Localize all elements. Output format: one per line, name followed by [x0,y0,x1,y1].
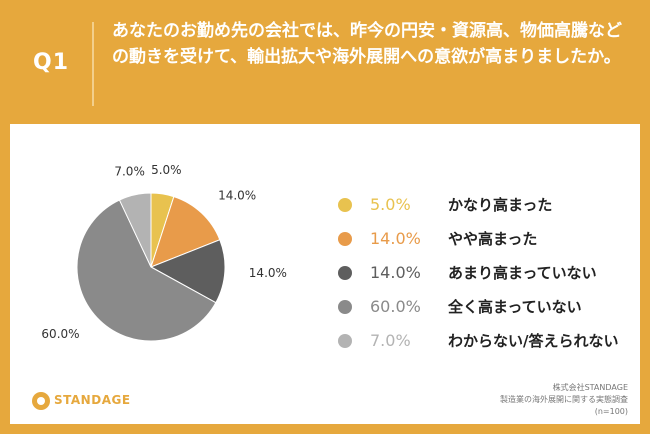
pie-slice-3 [76,199,217,342]
legend-label-4: わからない/答えられない [448,332,619,350]
question-number: Q1 [33,50,70,75]
pie-label-3: 60.0% [41,327,79,341]
pie-slice-4 [118,192,152,268]
header-divider [92,22,94,106]
pie-slice-1 [150,195,221,268]
legend-item-2: 14.0% あまり高まっていない [338,262,638,284]
legend-item-1: 14.0% やや高まった [338,228,638,250]
pie-slice-2 [149,239,226,304]
legend-pct-4: 7.0% [370,331,411,350]
pie-label-4: 7.0% [114,164,145,178]
legend-pct-0: 5.0% [370,195,411,214]
legend-dot-0 [338,198,352,212]
question-text: あなたのお勤め先の会社では、昨今の円安・資源高、物価高騰などの動きを受けて、輸出… [112,21,622,67]
source-survey: 製造業の海外展開に関する実態調査 [500,395,628,404]
legend-dot-4 [338,334,352,348]
source-company: 株式会社STANDAGE [552,383,628,392]
legend-item-3: 60.0% 全く高まっていない [338,296,638,318]
legend-pct-3: 60.0% [370,297,421,316]
legend-label-1: やや高まった [448,230,538,248]
standage-logo-icon [32,392,50,410]
pie-label-1: 14.0% [218,189,256,203]
header: Q1 あなたのお勤め先の会社では、昨今の円安・資源高、物価高騰などの動きを受けて… [0,0,650,124]
pie-label-0: 5.0% [151,163,182,177]
legend-dot-3 [338,300,352,314]
legend-item-4: 7.0% わからない/答えられない [338,330,638,352]
legend-label-3: 全く高まっていない [448,298,582,316]
legend-dot-1 [338,232,352,246]
legend-item-0: 5.0% かなり高まった [338,194,638,216]
logo-text: STANDAGE [54,393,131,407]
legend-pct-1: 14.0% [370,229,421,248]
legend-label-0: かなり高まった [448,196,553,214]
legend-pct-2: 14.0% [370,263,421,282]
pie-chart: 5.0% 14.0% 14.0% 60.0% 7.0% [41,163,287,342]
pie-label-2: 14.0% [249,266,287,280]
legend-dot-2 [338,266,352,280]
source-sample: (n=100) [594,407,628,416]
source-note: 株式会社STANDAGE 製造業の海外展開に関する実態調査 (n=100) [500,382,628,418]
chart-card: 5.0% 14.0% 14.0% 60.0% 7.0% 5.0% かなり高まった 14.… [10,124,640,424]
legend-label-2: あまり高まっていない [448,264,597,282]
